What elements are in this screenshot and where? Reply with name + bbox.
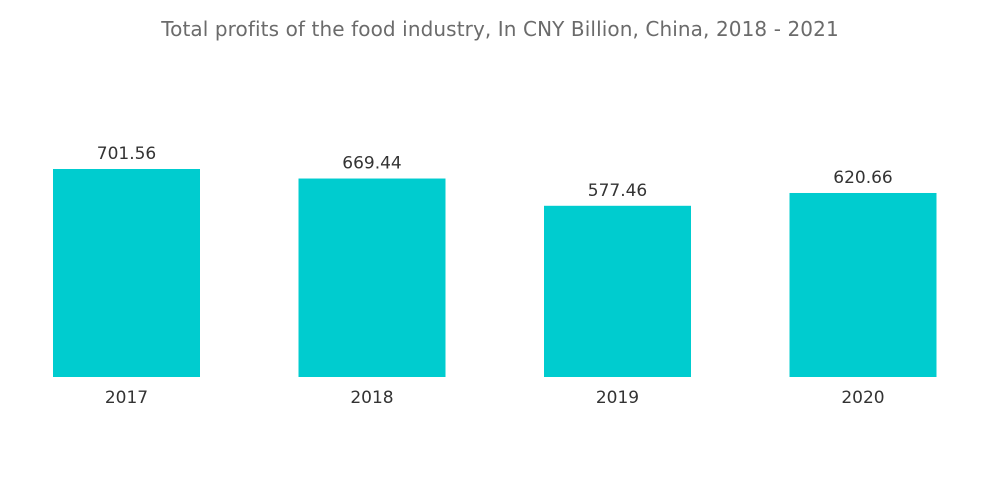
value-label-2017: 701.56	[97, 144, 156, 164]
value-label-2018: 669.44	[342, 154, 401, 174]
value-label-2020: 620.66	[833, 168, 892, 188]
bar-2018	[298, 178, 446, 377]
x-tick-label-2017: 2017	[105, 388, 148, 408]
x-tick-label-2020: 2020	[841, 388, 884, 408]
bar-2017	[53, 169, 200, 377]
value-label-2019: 577.46	[588, 181, 647, 201]
bar-2020	[789, 192, 937, 377]
chart-title: Total profits of the food industry, In C…	[161, 17, 839, 41]
x-tick-label-2018: 2018	[350, 388, 393, 408]
x-tick-label-2019: 2019	[596, 388, 639, 408]
bar-2019	[544, 205, 691, 377]
